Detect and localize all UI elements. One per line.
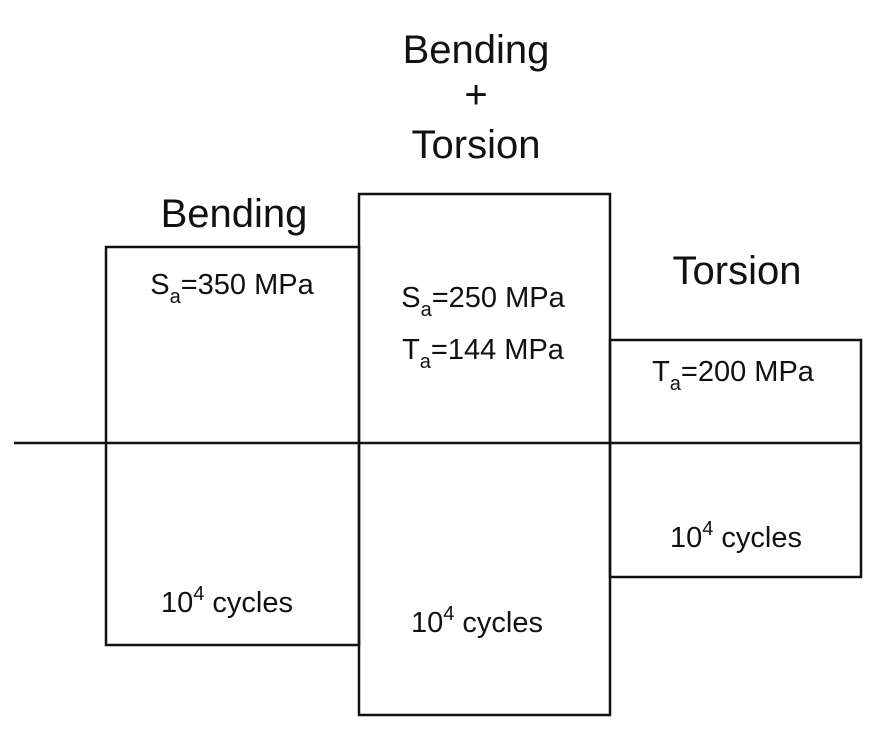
- bending-cycles-label: 104 cycles: [161, 583, 293, 619]
- bending-header: Bending: [161, 192, 308, 236]
- combined-header-plus: +: [464, 73, 487, 117]
- combined-cycles-unit: cycles: [454, 607, 543, 639]
- bending-cycles-exponent: 4: [193, 583, 204, 605]
- bending-stress-symbol: S: [150, 269, 169, 301]
- bending-stress-subscript: a: [170, 286, 182, 308]
- torsion-shear-subscript: a: [670, 373, 682, 395]
- bending-stress-value: =350 MPa: [181, 269, 315, 301]
- combined-header-bottom: Torsion: [412, 123, 541, 167]
- combined-cycles-base: 10: [411, 607, 443, 639]
- torsion-cycles-exponent: 4: [702, 518, 713, 540]
- combined-shear-subscript: a: [420, 351, 432, 373]
- torsion-cycles-base: 10: [670, 522, 702, 554]
- bending-cycles-base: 10: [161, 587, 193, 619]
- torsion-box: [608, 338, 863, 579]
- torsion-cycles-unit: cycles: [713, 522, 802, 554]
- torsion-shear-symbol: T: [652, 356, 670, 388]
- combined-cycles-label: 104 cycles: [411, 603, 543, 639]
- torsion-shear-stress-label: Ta=200 MPa: [652, 356, 815, 395]
- combined-shear-symbol: T: [402, 334, 420, 366]
- combined-header-top: Bending: [403, 28, 550, 72]
- combined-shear-value: =144 MPa: [431, 334, 565, 366]
- torsion-shear-value: =200 MPa: [681, 356, 815, 388]
- combined-normal-symbol: S: [401, 282, 420, 314]
- combined-cycles-exponent: 4: [443, 603, 454, 625]
- combined-normal-subscript: a: [421, 299, 433, 321]
- combined-normal-stress-label: Sa=250 MPa: [401, 282, 565, 321]
- bending-box: [104, 245, 361, 647]
- bending-stress-label: Sa=350 MPa: [150, 269, 314, 308]
- combined-normal-value: =250 MPa: [432, 282, 566, 314]
- torsion-cycles-label: 104 cycles: [670, 518, 802, 554]
- combined-shear-stress-label: Ta=144 MPa: [402, 334, 565, 373]
- torsion-header: Torsion: [673, 249, 802, 293]
- bending-cycles-unit: cycles: [204, 587, 293, 619]
